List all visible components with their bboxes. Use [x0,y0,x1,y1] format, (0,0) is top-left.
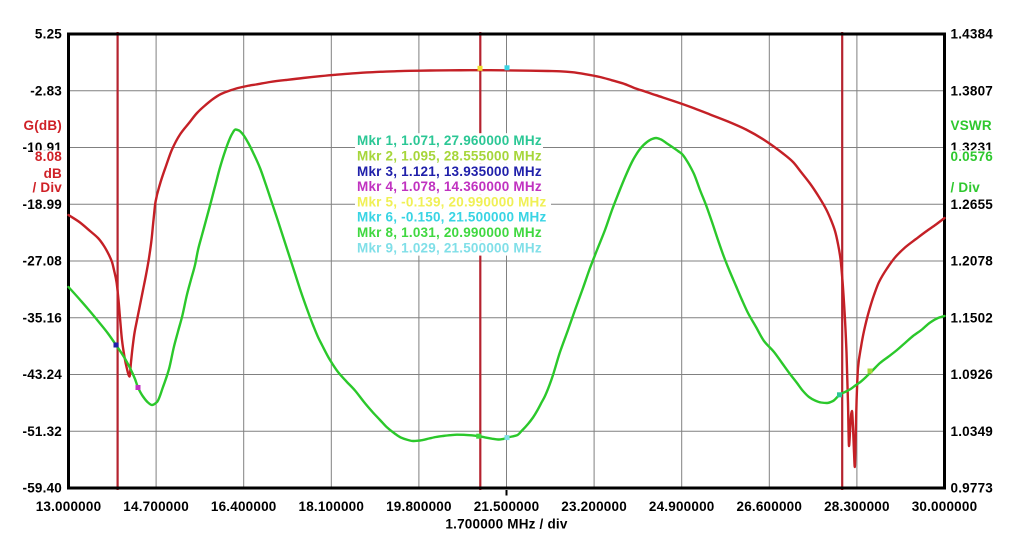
svg-text:Mkr 3, 1.121, 13.935000 MHz: Mkr 3, 1.121, 13.935000 MHz [357,164,542,179]
svg-text:28.300000: 28.300000 [824,499,890,514]
svg-text:Mkr 5, -0.139, 20.990000 MHz: Mkr 5, -0.139, 20.990000 MHz [357,194,547,209]
svg-text:Mkr 8, 1.031, 20.990000 MHz: Mkr 8, 1.031, 20.990000 MHz [357,225,542,240]
svg-text:/ Div: / Div [32,180,62,195]
svg-text:Mkr 2, 1.095, 28.555000 MHz: Mkr 2, 1.095, 28.555000 MHz [357,149,542,164]
svg-text:Mkr 9, 1.029, 21.500000 MHz: Mkr 9, 1.029, 21.500000 MHz [357,240,542,255]
svg-text:1.1502: 1.1502 [951,310,994,325]
svg-text:-51.32: -51.32 [23,424,62,439]
svg-text:-59.40: -59.40 [23,481,62,496]
svg-text:/ Div: / Div [951,180,981,195]
svg-text:14.700000: 14.700000 [123,499,189,514]
svg-text:-18.99: -18.99 [23,197,62,212]
svg-text:23.200000: 23.200000 [561,499,627,514]
svg-text:Mkr 4, 1.078, 14.360000 MHz: Mkr 4, 1.078, 14.360000 MHz [357,179,542,194]
svg-text:1.0926: 1.0926 [951,367,994,382]
svg-text:Mkr 6, -0.150, 21.500000 MHz: Mkr 6, -0.150, 21.500000 MHz [357,210,547,225]
svg-text:19.800000: 19.800000 [386,499,452,514]
svg-text:1.4384: 1.4384 [951,27,994,42]
svg-text:1.0349: 1.0349 [951,424,994,439]
svg-text:0.9773: 0.9773 [951,481,994,496]
svg-text:dB: dB [44,166,62,181]
svg-text:-35.16: -35.16 [23,310,63,325]
svg-text:0.0576: 0.0576 [951,149,994,164]
svg-text:1.3807: 1.3807 [951,83,994,98]
svg-text:-43.24: -43.24 [23,367,63,382]
svg-text:13.000000: 13.000000 [36,499,102,514]
svg-text:24.900000: 24.900000 [649,499,715,514]
svg-text:1.700000 MHz / div: 1.700000 MHz / div [445,517,567,532]
svg-text:VSWR: VSWR [951,118,992,133]
svg-text:-27.08: -27.08 [23,254,63,269]
svg-text:5.25: 5.25 [35,27,62,42]
svg-text:30.000000: 30.000000 [912,499,978,514]
svg-text:-2.83: -2.83 [30,83,62,98]
svg-text:1.2655: 1.2655 [951,197,994,212]
svg-text:16.400000: 16.400000 [211,499,277,514]
svg-text:26.600000: 26.600000 [736,499,802,514]
svg-text:18.100000: 18.100000 [298,499,364,514]
svg-text:21.500000: 21.500000 [474,499,540,514]
svg-text:G(dB): G(dB) [24,118,63,133]
svg-text:1.2078: 1.2078 [951,254,994,269]
svg-text:Mkr 1, 1.071, 27.960000 MHz: Mkr 1, 1.071, 27.960000 MHz [357,133,542,148]
svg-text:8.08: 8.08 [35,149,62,164]
